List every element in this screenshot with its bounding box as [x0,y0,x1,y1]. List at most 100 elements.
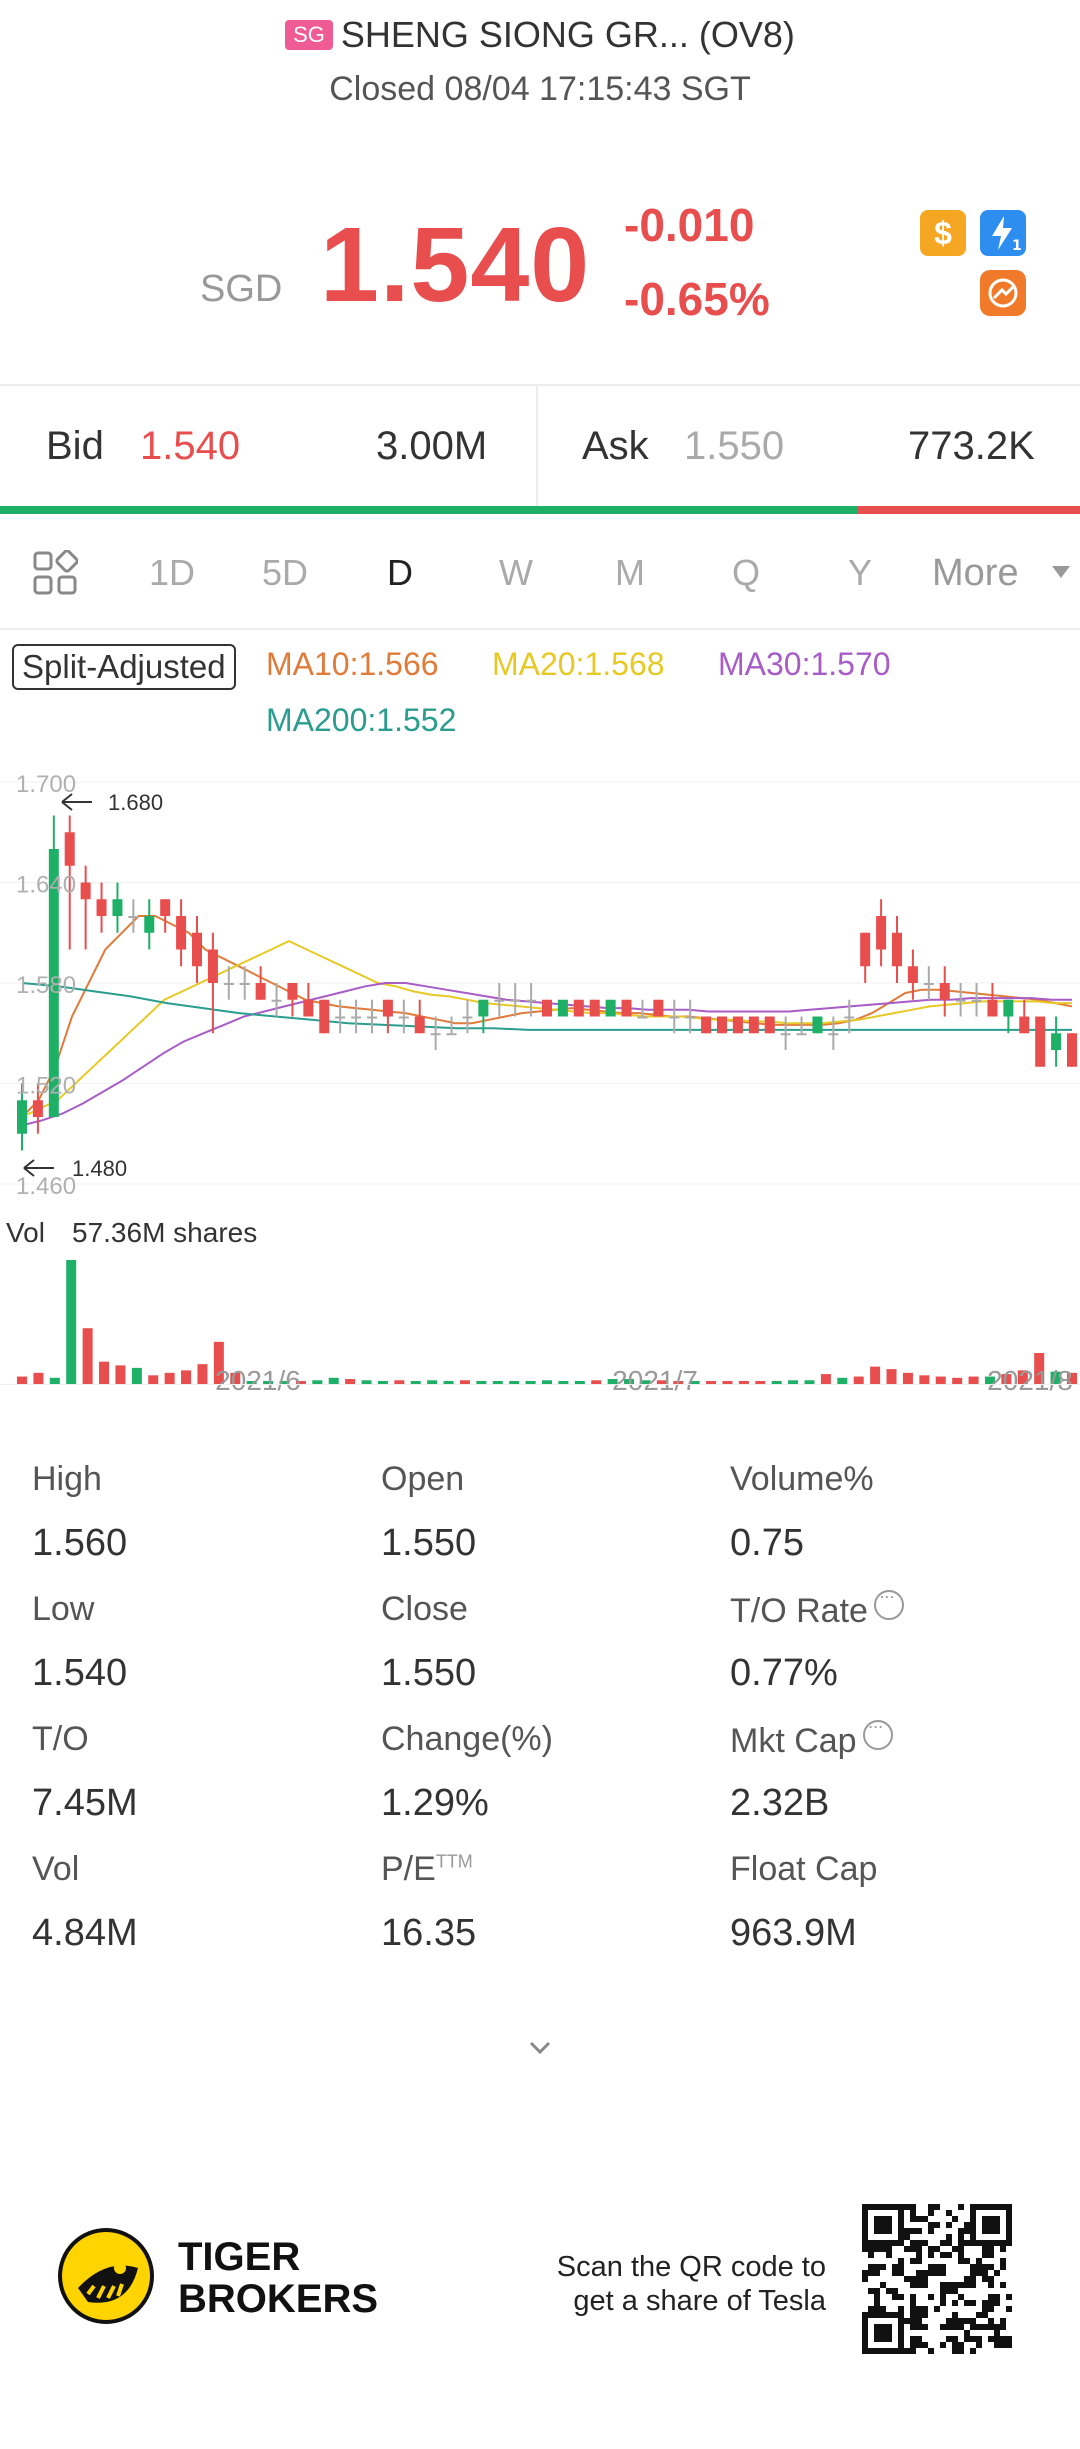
candle-body[interactable] [621,999,632,1017]
candle-body[interactable] [398,1016,409,1019]
dollar-badge-icon[interactable]: $ [920,210,966,256]
volume-bar [17,1376,27,1384]
candle-body[interactable] [955,999,966,1002]
candle-body[interactable] [144,916,155,933]
candle-body[interactable] [223,983,234,985]
volume-bar [755,1381,766,1384]
candle-body[interactable] [367,1016,377,1019]
candle-body[interactable] [207,949,218,984]
candle-body[interactable] [112,899,123,916]
candle-body[interactable] [255,983,266,1000]
stat-value: 16.35 [381,1912,477,1954]
candle-body[interactable] [1067,1033,1077,1067]
candle-body[interactable] [892,932,902,967]
y-tick-label: 1.520 [16,1073,76,1100]
candle-body[interactable] [1019,1016,1030,1034]
volume-bar [624,1379,635,1384]
candle-body[interactable] [860,932,871,967]
orange-swap-icon[interactable] [980,270,1026,316]
chart-layout-icon[interactable] [32,550,78,596]
candle-body[interactable] [32,1100,43,1117]
candle-body[interactable] [542,999,552,1017]
ma200-line [21,982,1072,1031]
candle-body[interactable] [478,999,489,1017]
candle-body[interactable] [17,1100,27,1134]
candle-body[interactable] [192,932,202,967]
candle-body[interactable] [748,1016,759,1034]
candle-body[interactable] [80,882,91,900]
candle-body[interactable] [510,999,521,1002]
candle-body[interactable] [971,999,982,1002]
tab-day[interactable]: D [387,552,413,593]
volume-bar [361,1380,372,1384]
candle-body[interactable] [160,899,171,916]
candle-body[interactable] [1051,1033,1062,1050]
tab-month[interactable]: M [615,552,645,593]
candle-body[interactable] [844,1016,855,1019]
tab-week[interactable]: W [499,552,533,593]
candle-body[interactable] [462,1016,473,1019]
candle-body[interactable] [382,999,393,1017]
candle-body[interactable] [494,999,505,1002]
candle-body[interactable] [1035,1016,1046,1067]
candle-body[interactable] [780,1033,791,1036]
candlestick-chart[interactable]: 1.700 1.640 1.580 1.520 1.460 1.680 1.480 Vo… [0,760,1080,1400]
candle-body[interactable] [430,1033,441,1036]
candle-body[interactable] [876,916,887,950]
caret-down-icon[interactable] [1052,566,1070,578]
candle-body[interactable] [239,983,250,985]
candle-body[interactable] [319,999,330,1034]
candle-body[interactable] [907,966,918,983]
candle-body[interactable] [685,1016,696,1019]
split-adjusted-toggle[interactable]: Split-Adjusted [12,644,236,690]
candle-body[interactable] [335,1016,346,1019]
candle-body[interactable] [701,1016,712,1034]
qr-code-icon[interactable] [862,2204,1012,2354]
candle-body[interactable] [717,1016,727,1034]
volume-bar [952,1377,963,1384]
tab-year[interactable]: Y [847,552,872,593]
stat-value: 7.45M [32,1782,138,1824]
candle-body[interactable] [128,916,139,918]
candle-body[interactable] [669,1016,680,1019]
candle-body[interactable] [526,999,537,1002]
candle-body[interactable] [653,999,664,1017]
candle-body[interactable] [96,899,107,916]
more-info-icon[interactable] [862,1716,893,1750]
volume-bar [984,1376,995,1384]
candle-body[interactable] [987,999,998,1017]
stat-label-text: P/E [381,1850,436,1888]
candle-body[interactable] [637,1016,648,1019]
stat-value: 0.75 [730,1522,804,1564]
tab-5d[interactable]: 5D [261,552,309,593]
tab-1d[interactable]: 1D [148,552,196,593]
candle-body[interactable] [796,1033,807,1036]
candle-body[interactable] [573,999,584,1017]
candle-body[interactable] [589,999,600,1017]
candle-body[interactable] [303,999,314,1017]
candle-body[interactable] [64,832,75,866]
candle-body[interactable] [351,1016,362,1019]
candle-body[interactable] [939,983,950,1000]
candle-body[interactable] [446,1033,457,1036]
bid-ask-separator [536,384,538,508]
candle-body[interactable] [176,916,187,950]
candle-body[interactable] [557,999,568,1017]
candle-body[interactable] [812,1016,823,1034]
tab-quarter[interactable]: Q [731,552,760,593]
candle-body[interactable] [764,1016,775,1034]
flash-1-icon[interactable]: 1 [980,210,1026,256]
candle-body[interactable] [732,1016,743,1034]
candle-body[interactable] [828,1033,839,1036]
candle-body[interactable] [287,983,298,1000]
candle-body[interactable] [605,999,616,1017]
tab-more[interactable]: More [932,552,1019,594]
chevron-down-icon[interactable] [528,2036,552,2060]
candle-body[interactable] [414,1016,425,1034]
candle-body[interactable] [271,999,282,1002]
volume-bar [410,1381,421,1384]
more-info-icon[interactable] [873,1586,904,1620]
candle-body[interactable] [1003,999,1014,1017]
candle-body[interactable] [923,983,934,985]
candle-body[interactable] [48,849,59,1117]
